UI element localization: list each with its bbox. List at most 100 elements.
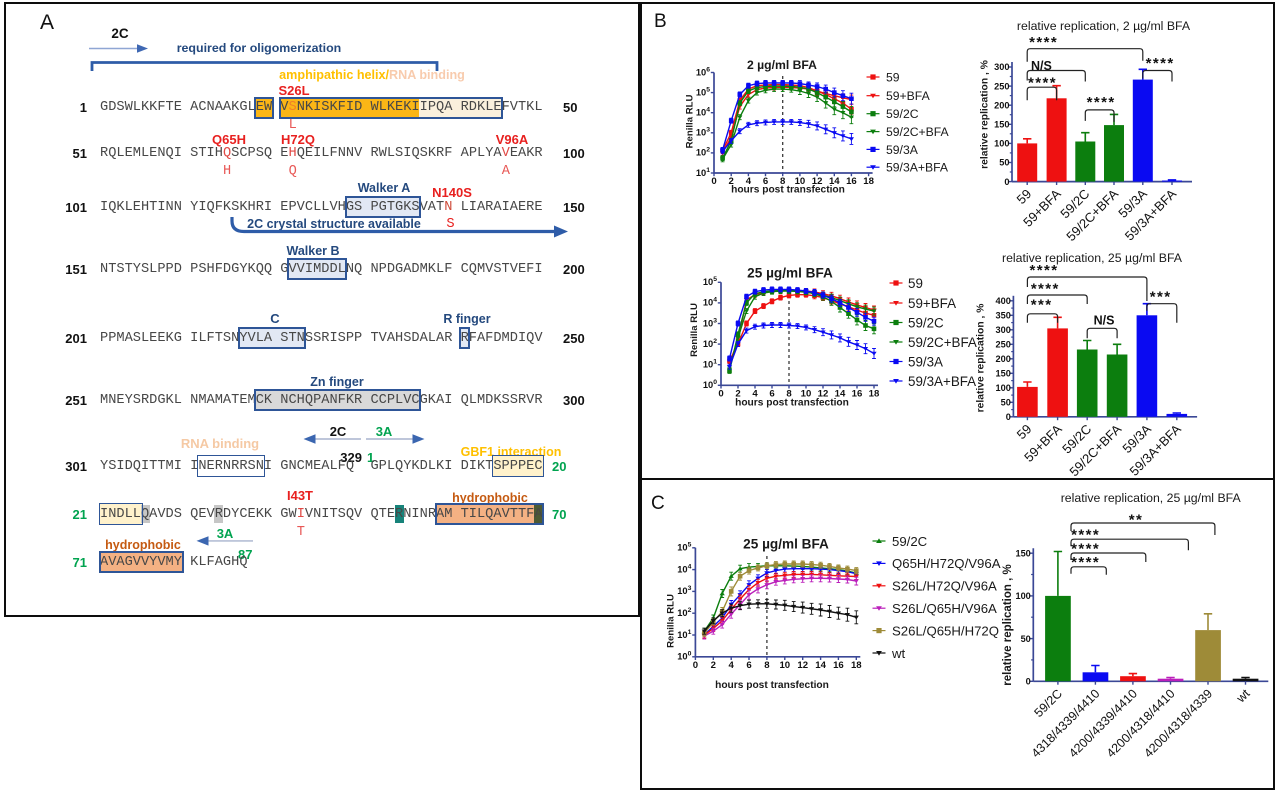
svg-text:0: 0 bbox=[693, 660, 698, 671]
svg-text:Renilla RLU: Renilla RLU bbox=[685, 95, 696, 149]
svg-text:300: 300 bbox=[994, 62, 1009, 72]
svg-text:59/3A+BFA: 59/3A+BFA bbox=[908, 374, 976, 389]
svg-text:14: 14 bbox=[829, 176, 840, 187]
svg-text:8: 8 bbox=[780, 176, 786, 187]
svg-text:200: 200 bbox=[996, 354, 1011, 364]
svg-text:59/3A+BFA: 59/3A+BFA bbox=[886, 161, 949, 175]
svg-text:4200/4318/4339: 4200/4318/4339 bbox=[1141, 686, 1215, 760]
svg-text:***: *** bbox=[1150, 289, 1172, 306]
svg-text:59: 59 bbox=[886, 70, 900, 84]
svg-text:****: **** bbox=[1071, 554, 1100, 571]
svg-text:104: 104 bbox=[677, 563, 691, 574]
svg-text:50: 50 bbox=[999, 158, 1009, 168]
svg-text:102: 102 bbox=[696, 147, 710, 158]
svg-text:relative replication, 25 µg/ml: relative replication, 25 µg/ml BFA bbox=[1002, 251, 1183, 265]
svg-text:18: 18 bbox=[863, 176, 874, 187]
svg-text:59/2C+BFA: 59/2C+BFA bbox=[908, 335, 977, 350]
svg-text:101: 101 bbox=[696, 167, 710, 178]
svg-text:14: 14 bbox=[835, 388, 846, 399]
svg-text:50: 50 bbox=[1021, 634, 1031, 644]
svg-text:****: **** bbox=[1146, 55, 1175, 72]
svg-text:0: 0 bbox=[1004, 177, 1009, 187]
svg-text:relative replication , %: relative replication , % bbox=[1002, 564, 1014, 685]
svg-text:relative replication , %: relative replication , % bbox=[980, 60, 991, 169]
svg-text:4318/4339/4410: 4318/4339/4410 bbox=[1029, 686, 1103, 760]
svg-text:8: 8 bbox=[786, 388, 792, 399]
svg-text:0: 0 bbox=[1006, 412, 1011, 422]
svg-text:0: 0 bbox=[1026, 677, 1031, 687]
svg-text:4: 4 bbox=[729, 660, 735, 671]
svg-text:4200/4318/4410: 4200/4318/4410 bbox=[1104, 686, 1178, 760]
svg-text:59/2C: 59/2C bbox=[1032, 687, 1065, 720]
svg-text:59/3A: 59/3A bbox=[886, 143, 919, 157]
svg-text:103: 103 bbox=[696, 127, 710, 138]
svg-text:0: 0 bbox=[711, 176, 716, 187]
svg-text:150: 150 bbox=[996, 369, 1011, 379]
svg-text:59+BFA: 59+BFA bbox=[908, 296, 956, 311]
svg-text:16: 16 bbox=[833, 660, 844, 671]
svg-text:59: 59 bbox=[1013, 186, 1034, 207]
svg-text:4: 4 bbox=[746, 176, 752, 187]
svg-text:****: **** bbox=[1031, 280, 1060, 297]
svg-text:59/2C+BFA: 59/2C+BFA bbox=[886, 125, 950, 139]
svg-text:Q65H/H72Q/V96A: Q65H/H72Q/V96A bbox=[892, 556, 1001, 571]
svg-text:50: 50 bbox=[1001, 398, 1011, 408]
svg-text:**: ** bbox=[1129, 512, 1143, 529]
svg-text:6: 6 bbox=[769, 388, 774, 399]
svg-text:150: 150 bbox=[994, 120, 1009, 130]
svg-text:2: 2 bbox=[729, 176, 734, 187]
svg-text:relative replication , %: relative replication , % bbox=[976, 304, 987, 413]
svg-text:****: **** bbox=[1028, 75, 1057, 92]
svg-text:S26L/Q65H/V96A: S26L/Q65H/V96A bbox=[892, 601, 997, 616]
svg-text:106: 106 bbox=[696, 66, 710, 77]
svg-text:105: 105 bbox=[677, 542, 691, 553]
svg-text:350: 350 bbox=[996, 311, 1011, 321]
svg-text:hours post transfection: hours post transfection bbox=[731, 185, 845, 196]
svg-text:16: 16 bbox=[846, 176, 857, 187]
svg-text:18: 18 bbox=[851, 660, 862, 671]
svg-text:****: **** bbox=[1030, 262, 1059, 279]
svg-text:8: 8 bbox=[764, 660, 770, 671]
svg-text:59: 59 bbox=[908, 276, 923, 291]
svg-text:105: 105 bbox=[696, 86, 710, 97]
svg-text:0: 0 bbox=[718, 388, 723, 399]
svg-text:****: **** bbox=[1029, 34, 1058, 51]
svg-text:200: 200 bbox=[994, 100, 1009, 110]
svg-text:300: 300 bbox=[996, 325, 1011, 335]
svg-text:****: **** bbox=[1071, 540, 1100, 557]
svg-text:150: 150 bbox=[1015, 548, 1030, 558]
svg-text:2: 2 bbox=[735, 388, 740, 399]
svg-text:400: 400 bbox=[996, 296, 1011, 306]
svg-text:Renilla RLU: Renilla RLU bbox=[666, 594, 677, 648]
svg-text:59/2C: 59/2C bbox=[892, 534, 928, 549]
svg-text:250: 250 bbox=[994, 81, 1009, 91]
svg-text:250: 250 bbox=[996, 340, 1011, 350]
svg-text:12: 12 bbox=[818, 388, 829, 399]
svg-text:59/2C: 59/2C bbox=[886, 107, 919, 121]
svg-text:59/3A: 59/3A bbox=[908, 354, 943, 369]
svg-text:10: 10 bbox=[801, 388, 812, 399]
svg-text:100: 100 bbox=[703, 379, 717, 390]
svg-text:102: 102 bbox=[677, 607, 691, 618]
svg-text:2: 2 bbox=[711, 660, 716, 671]
svg-text:103: 103 bbox=[677, 585, 691, 596]
svg-text:12: 12 bbox=[797, 660, 808, 671]
svg-text:14: 14 bbox=[815, 660, 826, 671]
svg-text:18: 18 bbox=[869, 388, 880, 399]
svg-text:Renilla RLU: Renilla RLU bbox=[689, 303, 700, 357]
svg-text:100: 100 bbox=[994, 139, 1009, 149]
svg-text:59: 59 bbox=[1014, 421, 1035, 442]
svg-text:relative replication, 25 µg/ml: relative replication, 25 µg/ml BFA bbox=[1061, 491, 1242, 505]
svg-text:25 µg/ml BFA: 25 µg/ml BFA bbox=[743, 537, 829, 552]
svg-text:N/S: N/S bbox=[1031, 59, 1052, 73]
svg-text:104: 104 bbox=[703, 297, 717, 308]
svg-text:4: 4 bbox=[752, 388, 758, 399]
svg-text:4200/4339/4410: 4200/4339/4410 bbox=[1066, 686, 1140, 760]
svg-text:hours post transfection: hours post transfection bbox=[715, 680, 829, 691]
svg-text:100: 100 bbox=[677, 651, 691, 662]
svg-text:10: 10 bbox=[779, 660, 790, 671]
svg-text:2 µg/ml BFA: 2 µg/ml BFA bbox=[747, 58, 817, 72]
svg-text:101: 101 bbox=[703, 359, 717, 370]
svg-text:59/2C: 59/2C bbox=[908, 315, 944, 330]
svg-text:104: 104 bbox=[696, 107, 710, 118]
